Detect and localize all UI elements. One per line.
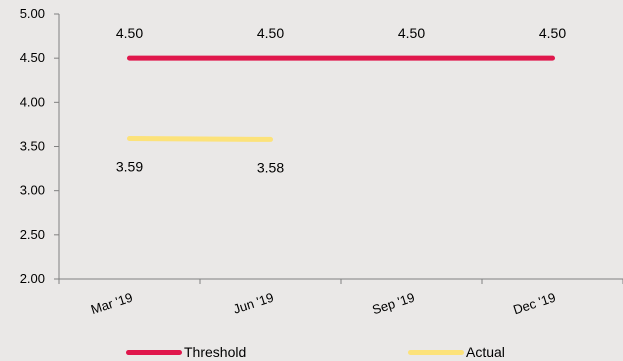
y-tick-label: 3.50 [20, 139, 45, 154]
y-tick-label: 4.50 [20, 50, 45, 65]
x-tick-label: Mar '19 [89, 290, 134, 318]
axes [58, 14, 623, 280]
series-line-actual [127, 136, 273, 142]
legend-label-threshold: Threshold [184, 344, 247, 360]
y-tick-label: 2.50 [20, 227, 45, 242]
data-label-threshold: 4.50 [257, 25, 284, 41]
y-axis-ticks: 2.00 2.50 3.00 3.50 4.00 4.50 5.00 [20, 6, 59, 286]
legend-item-actual: Actual [408, 343, 505, 361]
legend-item-threshold: Threshold [126, 343, 246, 361]
legend-label-actual: Actual [466, 344, 505, 360]
x-tick-label: Sep '19 [370, 290, 416, 318]
x-tick-label: Dec '19 [511, 290, 557, 318]
legend-swatch-actual [408, 349, 464, 355]
legend-swatch-threshold [126, 349, 182, 355]
y-tick-label: 5.00 [20, 6, 45, 21]
y-tick-label: 2.00 [20, 271, 45, 286]
data-label-actual: 3.59 [116, 159, 143, 175]
y-tick-label: 4.00 [20, 94, 45, 109]
data-label-threshold: 4.50 [398, 25, 425, 41]
data-label-actual: 3.58 [257, 159, 284, 175]
series-lines [127, 55, 555, 142]
data-labels: 4.50 4.50 4.50 4.50 3.59 3.58 [116, 25, 566, 175]
data-label-threshold: 4.50 [539, 25, 566, 41]
x-tick-label: Jun '19 [231, 290, 275, 317]
data-label-threshold: 4.50 [116, 25, 143, 41]
y-tick-label: 3.00 [20, 183, 45, 198]
x-axis-ticks: Mar '19 Jun '19 Sep '19 Dec '19 [58, 279, 623, 318]
